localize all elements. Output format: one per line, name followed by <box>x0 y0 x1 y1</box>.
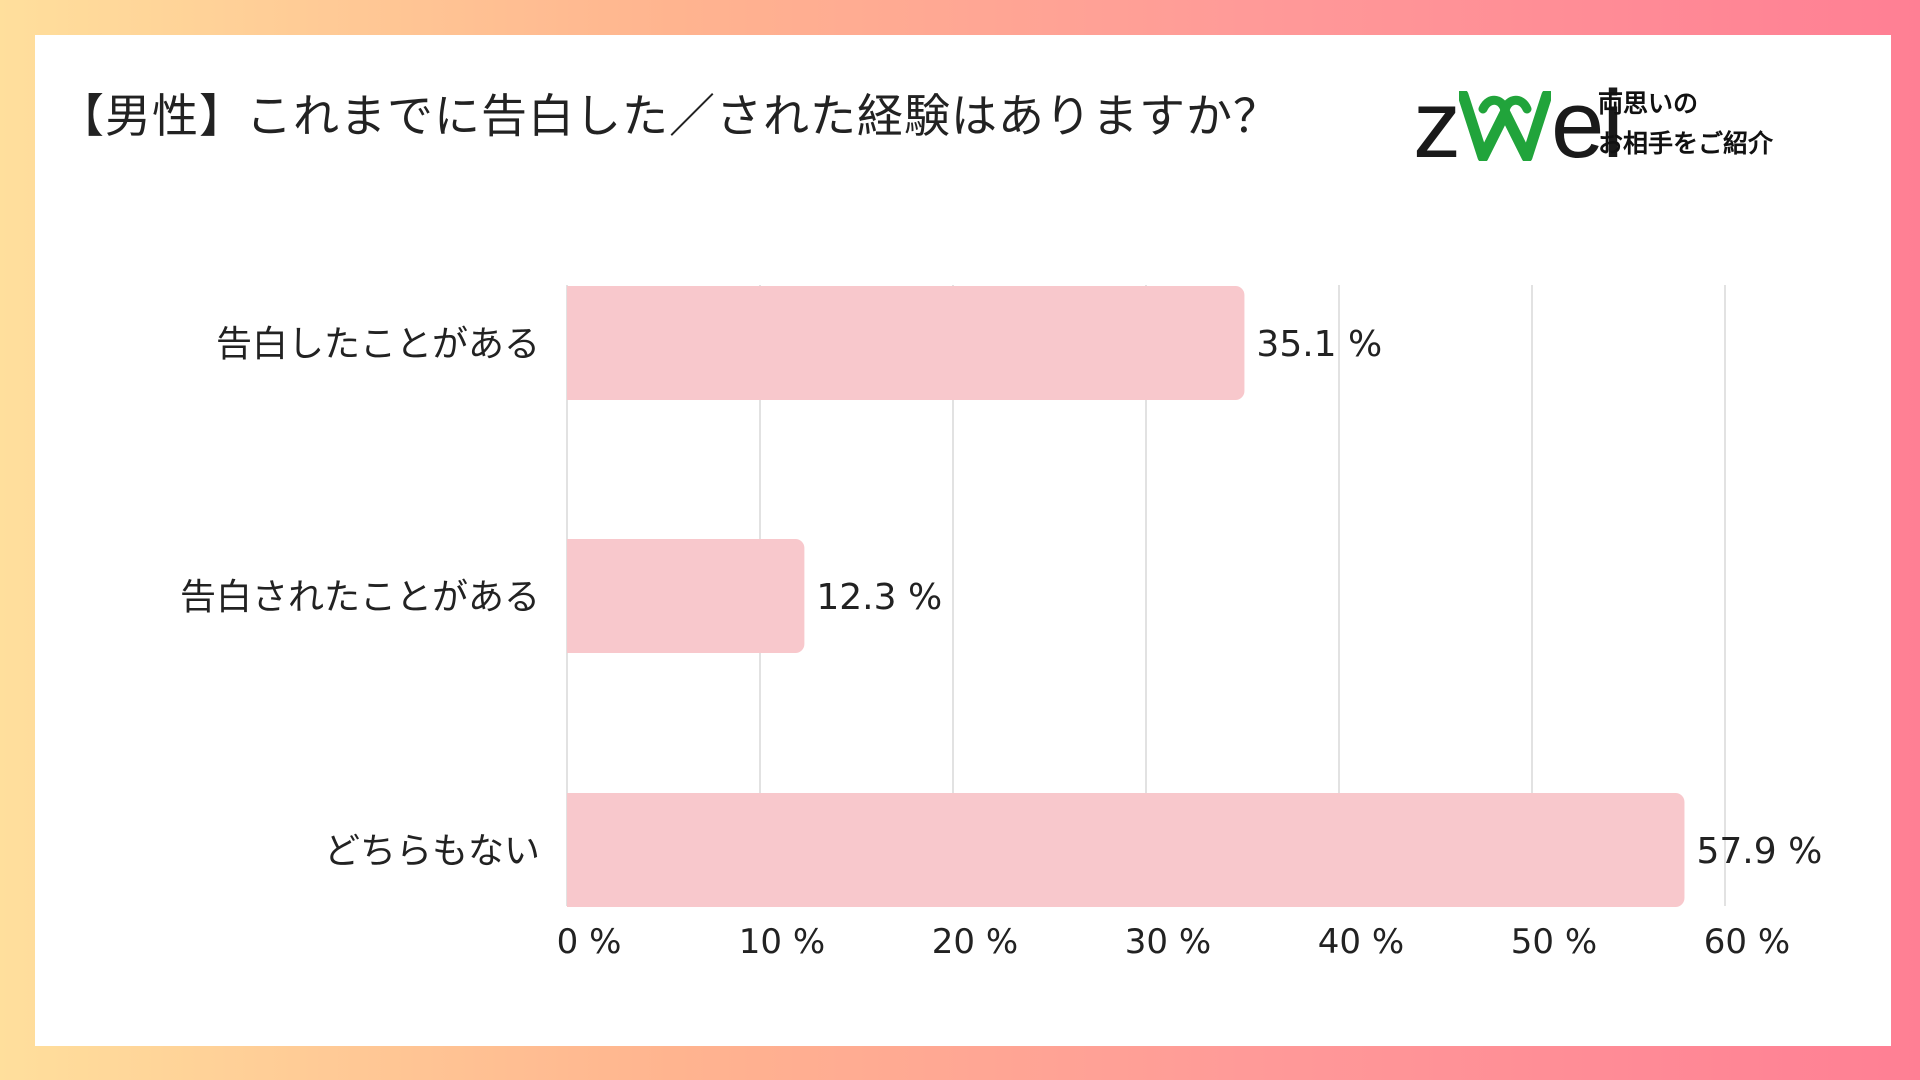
bar-3 <box>567 793 1685 907</box>
category-label: 告白したことがある <box>216 324 540 365</box>
value-label: 35.1 % <box>1256 324 1382 365</box>
bar-2 <box>567 539 805 653</box>
bar-1-base <box>567 286 579 400</box>
bar-3-base <box>567 793 579 907</box>
chart-title: 【男性】これまでに告白した／された経験はありますか？ <box>58 89 1280 143</box>
labels: 0 % 10 % 20 % 30 % 40 % 50 % 60 % 35.1 % 告白したことが… <box>180 324 1822 962</box>
logo-tagline-line2: お相手をご紹介 <box>1598 129 1774 158</box>
logo-heart-w-icon <box>1459 91 1551 161</box>
category-label: どちらもない <box>324 831 540 872</box>
x-tick-label: 60 % <box>1704 922 1790 962</box>
category-label: 告白されたことがある <box>180 577 540 618</box>
bar-2-base <box>567 539 579 653</box>
logo-letters-ei: ei <box>1551 71 1624 178</box>
x-tick-label: 30 % <box>1125 922 1211 962</box>
x-tick-label: 40 % <box>1318 922 1404 962</box>
logo-tagline-line1: 両思いの <box>1598 89 1699 118</box>
x-tick-label: 50 % <box>1511 922 1597 962</box>
bar-1 <box>567 286 1245 400</box>
value-label: 12.3 % <box>816 577 942 618</box>
logo-letter-z: z <box>1413 71 1461 178</box>
x-tick-label: 20 % <box>932 922 1018 962</box>
brand-logo: z ei 両思いの お相手をご紹介 <box>1413 70 1833 180</box>
x-tick-label: 0 % <box>557 922 622 962</box>
x-tick-label: 10 % <box>739 922 825 962</box>
logo-tagline: 両思いの お相手をご紹介 <box>1598 84 1773 164</box>
value-label: 57.9 % <box>1696 831 1822 872</box>
bars <box>567 286 1685 907</box>
logo-wordmark: z ei <box>1413 70 1624 180</box>
